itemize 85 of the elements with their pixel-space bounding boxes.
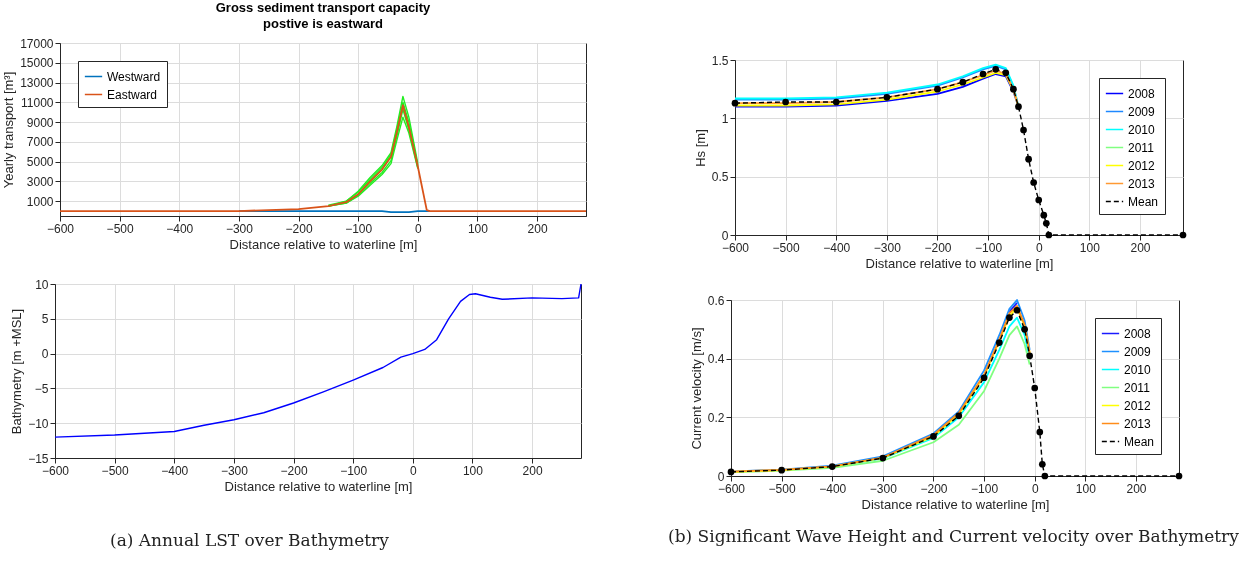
legend-label: 2011 xyxy=(1128,140,1155,155)
y-axis-title: Hs [m] xyxy=(692,129,708,167)
x-tick-label: −500 xyxy=(768,481,796,496)
legend-label: 2008 xyxy=(1124,326,1152,341)
x-tick-label: −200 xyxy=(285,221,313,236)
x-tick-label: −500 xyxy=(772,240,800,255)
y-tick-label: 1.5 xyxy=(711,53,729,68)
legend-label: 2010 xyxy=(1128,122,1156,137)
y-tick-label: 10 xyxy=(35,277,49,292)
y-tick-label: 9000 xyxy=(26,115,54,130)
legend-label: 2012 xyxy=(1124,398,1152,413)
x-tick-label: 0 xyxy=(1031,481,1039,496)
x-tick-label: −600 xyxy=(46,221,75,236)
x-tick-label: −100 xyxy=(975,240,1003,255)
x-tick-label: 0 xyxy=(1035,240,1043,255)
y-tick-label: 5000 xyxy=(26,155,54,170)
x-tick-label: −400 xyxy=(819,481,847,496)
x-tick-label: −600 xyxy=(41,463,70,478)
x-tick-label: −100 xyxy=(971,481,999,496)
x-tick-label: 100 xyxy=(467,221,489,236)
legend-label: 2012 xyxy=(1128,158,1156,173)
y-tick-label: −5 xyxy=(34,381,49,396)
x-tick-label: −100 xyxy=(345,221,373,236)
x-axis-title: Distance relative to waterline [m] xyxy=(224,478,413,494)
x-tick-label: −200 xyxy=(280,463,308,478)
x-tick-label: 0 xyxy=(414,221,422,236)
y-tick-label: 7000 xyxy=(26,135,54,150)
x-tick-label: −200 xyxy=(924,240,952,255)
x-tick-label: −600 xyxy=(721,240,750,255)
x-axis-title: Distance relative to waterline [m] xyxy=(229,236,418,252)
x-tick-label: 100 xyxy=(462,463,484,478)
x-tick-label: −300 xyxy=(873,240,902,255)
y-tick-label: 15000 xyxy=(20,56,54,71)
legend-label: 2008 xyxy=(1128,86,1156,101)
x-tick-label: −100 xyxy=(340,463,368,478)
y-tick-label: 17000 xyxy=(20,36,54,51)
y-tick-label: 1 xyxy=(721,111,729,126)
chart-title: Gross sediment transport capacity xyxy=(215,0,432,15)
x-tick-label: −600 xyxy=(717,481,746,496)
legend-label: 2009 xyxy=(1124,344,1152,359)
x-tick-label: 200 xyxy=(522,463,543,478)
legend-label: 2013 xyxy=(1128,176,1156,191)
y-tick-label: 3000 xyxy=(26,174,54,189)
x-tick-label: −500 xyxy=(106,221,134,236)
text: (b) Significant Wave Height and Current velocity over Bathymetry xyxy=(668,525,1240,548)
x-tick-label: −400 xyxy=(161,463,189,478)
legend-label: Mean xyxy=(1128,194,1159,209)
legend-label: 2013 xyxy=(1124,416,1152,431)
y-tick-label: 0.5 xyxy=(711,170,729,185)
x-tick-label: −500 xyxy=(101,463,129,478)
chart-subtitle: postive is eastward xyxy=(263,16,384,31)
y-tick-label: 0.4 xyxy=(707,352,725,367)
x-tick-label: −200 xyxy=(920,481,948,496)
legend-label: Eastward xyxy=(107,87,158,102)
legend-label: Mean xyxy=(1124,434,1155,449)
legend-label: 2011 xyxy=(1124,380,1151,395)
x-axis-title: Distance relative to waterline [m] xyxy=(861,496,1050,512)
x-tick-label: −300 xyxy=(220,463,249,478)
y-tick-label: −15 xyxy=(28,451,49,466)
y-tick-label: 1000 xyxy=(26,194,54,209)
y-tick-label: 0.2 xyxy=(707,410,725,425)
y-axis-title: Bathymetry [m +MSL] xyxy=(9,308,25,435)
x-tick-label: 200 xyxy=(1126,481,1147,496)
legend-label: 2010 xyxy=(1124,362,1152,377)
y-tick-label: 11000 xyxy=(21,95,54,110)
text: (a) Annual LST over Bathymetry xyxy=(110,529,390,552)
x-tick-label: −400 xyxy=(166,221,194,236)
y-tick-label: −10 xyxy=(28,416,49,431)
y-axis-title: Yearly transport [m³] xyxy=(1,71,17,189)
x-tick-label: −300 xyxy=(225,221,254,236)
x-axis-title: Distance relative to waterline [m] xyxy=(865,255,1054,271)
y-axis-title: Current velocity [m/s] xyxy=(688,327,704,450)
x-tick-label: 200 xyxy=(1130,240,1151,255)
x-tick-label: 0 xyxy=(409,463,417,478)
y-tick-label: 0 xyxy=(41,347,49,362)
x-tick-label: 100 xyxy=(1079,240,1101,255)
y-tick-label: 0.6 xyxy=(707,293,725,308)
legend-label: 2009 xyxy=(1128,104,1156,119)
y-tick-label: 5 xyxy=(41,312,49,327)
x-tick-label: 100 xyxy=(1075,481,1097,496)
y-tick-label: 13000 xyxy=(20,76,54,91)
x-tick-label: −300 xyxy=(869,481,898,496)
x-tick-label: 200 xyxy=(527,221,548,236)
legend-label: Westward xyxy=(107,69,161,84)
x-tick-label: −400 xyxy=(823,240,851,255)
